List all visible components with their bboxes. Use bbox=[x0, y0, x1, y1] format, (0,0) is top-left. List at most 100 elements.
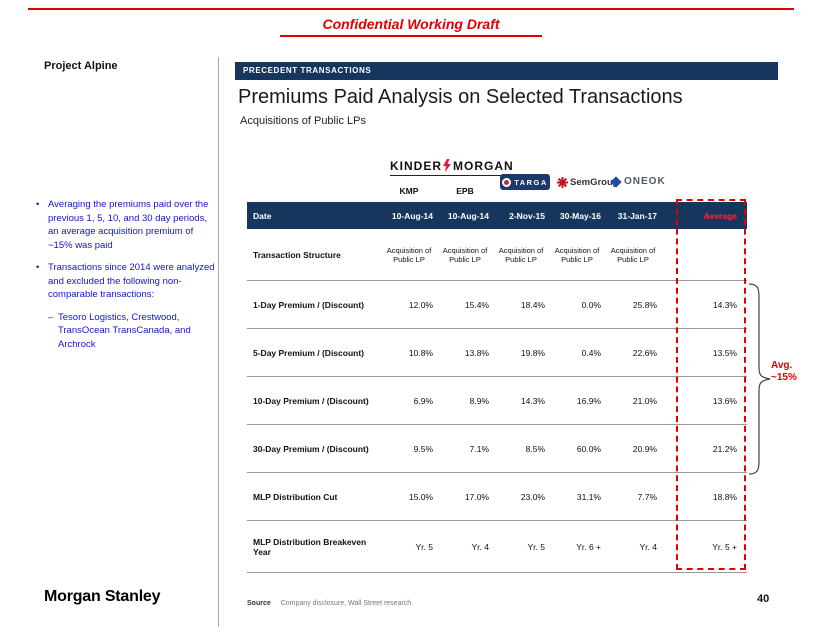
cell: 23.0% bbox=[520, 491, 545, 502]
row-label: MLP Distribution Cut bbox=[253, 491, 338, 502]
cell: 21.0% bbox=[632, 395, 657, 406]
semgroup-text: SemGroup bbox=[570, 177, 619, 188]
oneok-text: ONEOK bbox=[624, 176, 666, 187]
row-label: 5-Day Premium / (Discount) bbox=[253, 347, 364, 358]
dash-marker: – bbox=[48, 311, 54, 323]
average-callout-line1: Avg. bbox=[771, 360, 793, 371]
cell: 15.0% bbox=[408, 491, 433, 502]
cell: Yr. 5 bbox=[527, 541, 545, 552]
project-name: Project Alpine bbox=[44, 60, 118, 72]
cell: 7.7% bbox=[637, 491, 657, 502]
bullet-text: Tesoro Logistics, Crestwood, TransOcean … bbox=[58, 311, 191, 350]
cell: Yr. 5 bbox=[415, 541, 433, 552]
table-row: MLP Distribution Breakeven Year Yr. 5 Yr… bbox=[247, 521, 747, 573]
header-date: 10-Aug-14 bbox=[447, 210, 489, 221]
table-row: 30-Day Premium / (Discount) 9.5% 7.1% 8.… bbox=[247, 425, 747, 473]
cell: 10.8% bbox=[408, 347, 433, 358]
ticker-kmp: KMP bbox=[399, 186, 419, 196]
cell: 0.0% bbox=[581, 299, 601, 310]
semgroup-star-icon bbox=[557, 177, 568, 188]
lightning-bolt-icon bbox=[443, 159, 452, 172]
bullet-text: Averaging the premiums paid over the pre… bbox=[48, 199, 209, 251]
source-note: Source Company disclosure, Wall Street re… bbox=[247, 600, 411, 607]
cell: 18.4% bbox=[520, 299, 545, 310]
cell: Yr. 6 + bbox=[576, 541, 601, 552]
source-text: Company disclosure, Wall Street research bbox=[280, 600, 412, 607]
cell: Acquisition of Public LP bbox=[610, 245, 656, 264]
average-bracket bbox=[748, 283, 771, 475]
cell: 20.9% bbox=[632, 443, 657, 454]
cell: 8.5% bbox=[525, 443, 545, 454]
table-row: 5-Day Premium / (Discount) 10.8% 13.8% 1… bbox=[247, 329, 747, 377]
header-date: 10-Aug-14 bbox=[391, 210, 433, 221]
header-date: 30-May-16 bbox=[559, 210, 601, 221]
average-column-highlight-box bbox=[676, 199, 746, 570]
confidential-text: Confidential Working Draft bbox=[280, 15, 542, 37]
cell: 25.8% bbox=[632, 299, 657, 310]
section-header: PRECEDENT TRANSACTIONS bbox=[235, 62, 778, 80]
top-red-rule bbox=[28, 8, 794, 10]
cell: 31.1% bbox=[576, 491, 601, 502]
cell: 6.9% bbox=[413, 395, 433, 406]
cell: 13.8% bbox=[464, 347, 489, 358]
bullet-marker: • bbox=[36, 262, 40, 273]
cell: Yr. 4 bbox=[471, 541, 489, 552]
cell: 7.1% bbox=[469, 443, 489, 454]
cell: 14.3% bbox=[520, 395, 545, 406]
cell: Acquisition of Public LP bbox=[386, 245, 432, 264]
average-cell: 21.2% bbox=[712, 443, 737, 454]
ticker-epb: EPB bbox=[456, 186, 474, 196]
oneok-logo: ONEOK bbox=[610, 175, 666, 188]
kinder-morgan-text-right: MORGAN bbox=[453, 159, 514, 173]
cell: 15.4% bbox=[464, 299, 489, 310]
table-row: MLP Distribution Cut 15.0% 17.0% 23.0% 3… bbox=[247, 473, 747, 521]
average-cell: 14.3% bbox=[712, 299, 737, 310]
header-date: 2-Nov-15 bbox=[509, 210, 545, 221]
cell: 8.9% bbox=[469, 395, 489, 406]
table-row: Transaction Structure Acquisition of Pub… bbox=[247, 229, 747, 281]
row-label: 10-Day Premium / (Discount) bbox=[253, 395, 369, 406]
cell: 9.5% bbox=[413, 443, 433, 454]
row-label: MLP Distribution Breakeven Year bbox=[253, 536, 367, 557]
header-date-label: Date bbox=[253, 210, 272, 221]
bullet-item: • Averaging the premiums paid over the p… bbox=[36, 198, 216, 252]
source-label: Source bbox=[247, 600, 271, 607]
cell: Yr. 4 bbox=[639, 541, 657, 552]
cell: Acquisition of Public LP bbox=[442, 245, 488, 264]
premiums-table: Date 10-Aug-14 10-Aug-14 2-Nov-15 30-May… bbox=[247, 202, 747, 573]
cell: 12.0% bbox=[408, 299, 433, 310]
targa-logo: TARGA bbox=[500, 174, 550, 190]
bullet-text: Transactions since 2014 were analyzed an… bbox=[48, 262, 215, 300]
row-label: 1-Day Premium / (Discount) bbox=[253, 299, 364, 310]
page-subtitle: Acquisitions of Public LPs bbox=[240, 115, 366, 127]
average-cell: 13.6% bbox=[712, 395, 737, 406]
table-header-row: Date 10-Aug-14 10-Aug-14 2-Nov-15 30-May… bbox=[247, 202, 747, 229]
average-cell: 13.5% bbox=[712, 347, 737, 358]
cell: 22.6% bbox=[632, 347, 657, 358]
kinder-morgan-text-left: KINDER bbox=[390, 159, 443, 173]
morgan-stanley-logo: Morgan Stanley bbox=[44, 588, 161, 605]
table-row: 1-Day Premium / (Discount) 12.0% 15.4% 1… bbox=[247, 281, 747, 329]
header-date: 31-Jan-17 bbox=[617, 210, 657, 221]
row-label: Transaction Structure bbox=[253, 249, 341, 260]
average-cell: Yr. 5 + bbox=[712, 541, 737, 552]
semgroup-logo: SemGroup bbox=[557, 177, 619, 188]
sub-bullet-item: – Tesoro Logistics, Crestwood, TransOcea… bbox=[36, 311, 216, 352]
cell: 19.8% bbox=[520, 347, 545, 358]
cell: 0.4% bbox=[581, 347, 601, 358]
average-cell: 18.8% bbox=[712, 491, 737, 502]
confidential-banner: Confidential Working Draft bbox=[0, 15, 822, 37]
targa-text: TARGA bbox=[514, 177, 548, 187]
cell: 16.9% bbox=[576, 395, 601, 406]
kinder-morgan-logo: KINDER MORGAN bbox=[390, 159, 513, 176]
average-callout: Avg. ~15% bbox=[771, 360, 797, 384]
header-average-label: Average bbox=[703, 210, 737, 221]
oneok-diamond-icon bbox=[610, 175, 622, 188]
bullet-item: • Transactions since 2014 were analyzed … bbox=[36, 261, 216, 302]
cell: 17.0% bbox=[464, 491, 489, 502]
targa-icon bbox=[502, 177, 512, 187]
average-callout-line2: ~15% bbox=[771, 372, 797, 383]
cell: Acquisition of Public LP bbox=[498, 245, 544, 264]
cell: 60.0% bbox=[576, 443, 601, 454]
commentary-panel: • Averaging the premiums paid over the p… bbox=[36, 198, 216, 360]
